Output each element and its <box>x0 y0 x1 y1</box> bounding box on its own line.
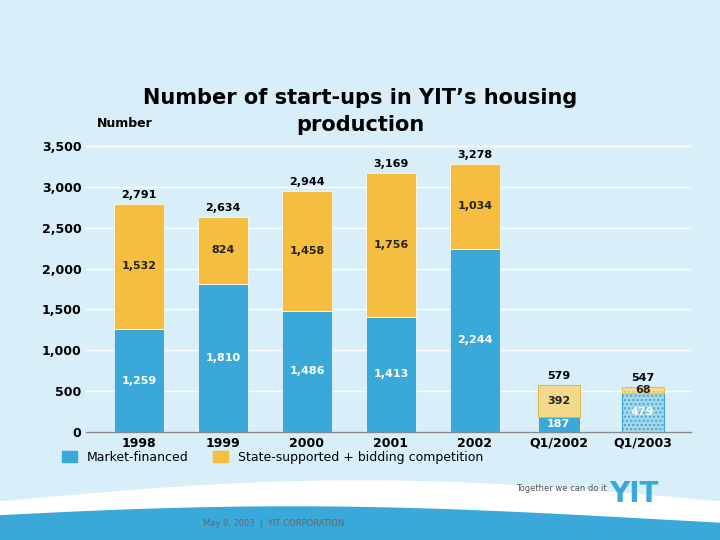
Text: 1,259: 1,259 <box>122 375 157 386</box>
Text: 3,278: 3,278 <box>457 150 492 160</box>
Text: 3,169: 3,169 <box>373 159 408 169</box>
Text: 1,413: 1,413 <box>373 369 408 379</box>
Text: 824: 824 <box>212 245 235 255</box>
Text: 187: 187 <box>547 420 570 429</box>
Text: production: production <box>296 115 424 135</box>
Bar <box>282 310 332 432</box>
Text: 68: 68 <box>635 385 651 395</box>
Bar <box>450 248 500 432</box>
Bar <box>198 284 248 432</box>
Polygon shape <box>0 481 720 540</box>
Text: 1,486: 1,486 <box>289 366 325 376</box>
Text: 1,810: 1,810 <box>205 353 240 363</box>
Text: May 9, 2003  |  YIT CORPORATION: May 9, 2003 | YIT CORPORATION <box>203 519 344 529</box>
Bar <box>366 316 416 432</box>
Bar <box>450 164 500 248</box>
Bar <box>366 173 416 316</box>
Text: 2,944: 2,944 <box>289 177 325 187</box>
Text: Number of start-ups in YIT’s housing: Number of start-ups in YIT’s housing <box>143 88 577 108</box>
Text: 547: 547 <box>631 373 654 383</box>
Bar <box>622 387 664 393</box>
Text: 479: 479 <box>631 407 654 417</box>
Text: 2,791: 2,791 <box>122 190 157 200</box>
Bar <box>622 393 664 432</box>
Bar <box>114 204 164 329</box>
Text: 1,756: 1,756 <box>373 240 408 250</box>
Bar <box>114 329 164 432</box>
Text: YIT: YIT <box>609 480 658 508</box>
Text: Number: Number <box>97 117 153 130</box>
Bar <box>198 217 248 284</box>
Polygon shape <box>0 507 720 540</box>
Bar <box>282 191 332 310</box>
Text: 392: 392 <box>547 396 570 406</box>
Text: 579: 579 <box>547 370 570 381</box>
Legend: Market-financed, State-supported + bidding competition: Market-financed, State-supported + biddi… <box>57 446 489 469</box>
Text: Together we can do it: Together we can do it <box>516 484 607 494</box>
Text: 2,244: 2,244 <box>457 335 492 345</box>
Bar <box>538 417 580 432</box>
Text: 1,532: 1,532 <box>122 261 156 272</box>
Bar <box>538 384 580 417</box>
Text: 1,458: 1,458 <box>289 246 325 256</box>
Text: 2,634: 2,634 <box>205 202 240 213</box>
Text: 1,034: 1,034 <box>457 201 492 211</box>
